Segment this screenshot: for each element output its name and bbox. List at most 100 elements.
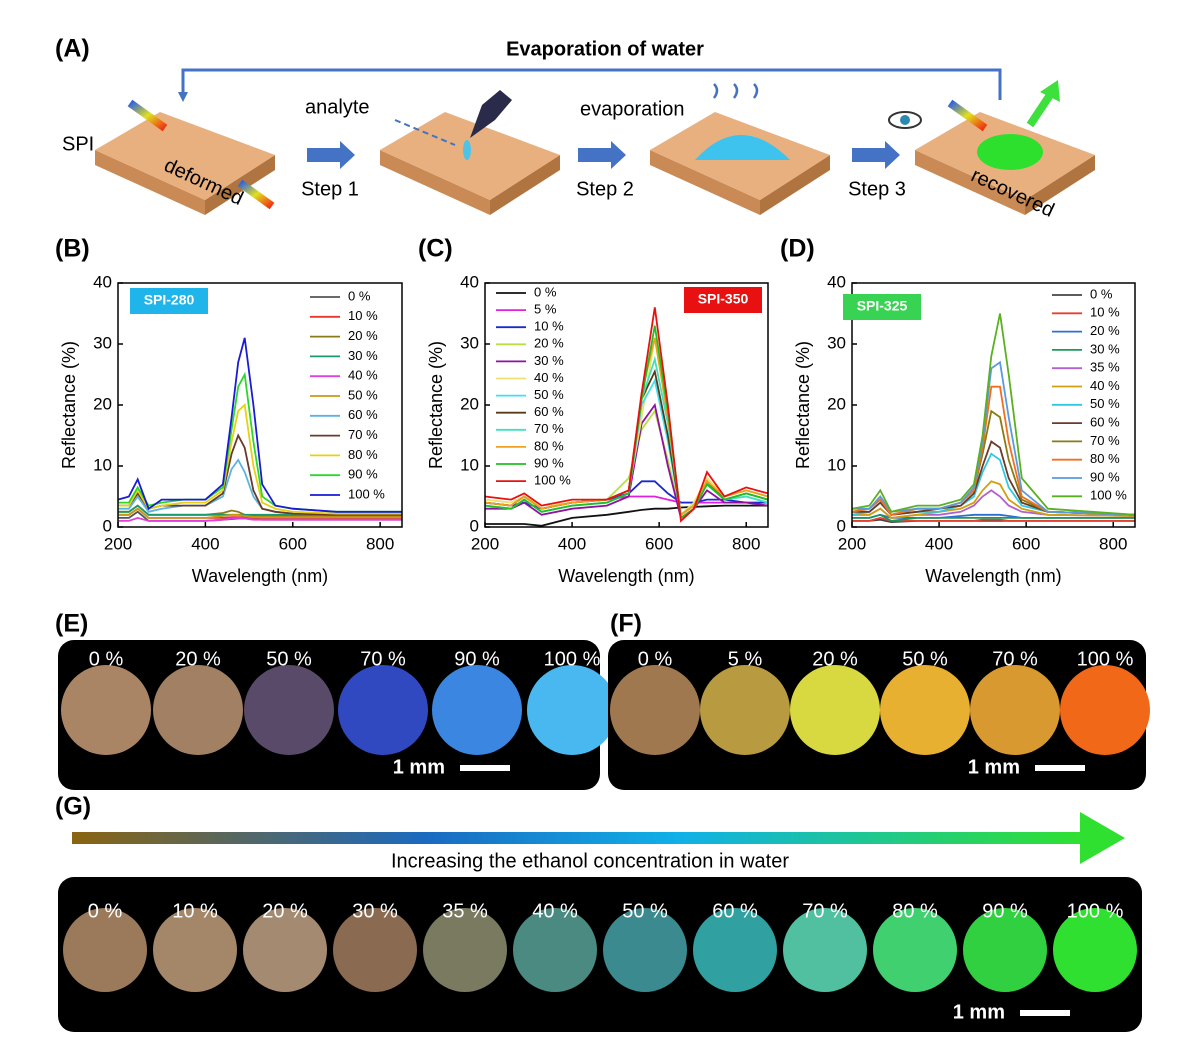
y-tick-label: 10 [827, 455, 846, 474]
sample-photo [603, 908, 687, 992]
sample-photo [423, 908, 507, 992]
sample-badge [130, 288, 208, 314]
spectrum-line [484, 325, 769, 520]
sample-photo [333, 908, 417, 992]
sample-photo [63, 908, 147, 992]
legend-label: 60 % [1090, 415, 1120, 430]
spectrum-line [852, 513, 1135, 522]
photo-label: 70 % [992, 648, 1038, 670]
sample-photo [880, 665, 970, 755]
photo-label: 60 % [712, 900, 758, 922]
legend-label: 50 % [348, 387, 378, 402]
legend-label: 70 % [534, 421, 564, 436]
spectrum-line [852, 440, 1136, 516]
panel-label: (F) [610, 610, 642, 638]
step-arrow [852, 141, 900, 169]
y-axis-label: Reflectance (%) [59, 341, 79, 469]
vapor [712, 83, 759, 99]
sample-photo [153, 908, 237, 992]
step-arrow [307, 141, 355, 169]
y-tick-label: 40 [460, 272, 479, 291]
photo-label: 70 % [802, 900, 848, 922]
legend-label: 10 % [348, 308, 378, 323]
legend-label: 30 % [348, 348, 378, 363]
sample-photo [790, 665, 880, 755]
arrowhead [1040, 80, 1060, 102]
scale-bar [1020, 1010, 1070, 1016]
photo-label: 70 % [360, 648, 406, 670]
x-axis-label: Wavelength (nm) [192, 566, 328, 586]
slab-side [760, 155, 830, 215]
panel-label: (G) [55, 793, 91, 821]
legend-label: 40 % [1090, 378, 1120, 393]
x-tick-label: 400 [558, 534, 586, 553]
legend-label: 90 % [1090, 469, 1120, 484]
caption: Increasing the ethanol concentration in … [391, 850, 789, 872]
y-tick-label: 30 [93, 333, 112, 352]
legend-label: 10 % [1090, 305, 1120, 320]
legend-label: 90 % [348, 467, 378, 482]
photo-label: 100 % [1077, 648, 1134, 670]
legend-label: 70 % [1090, 433, 1120, 448]
loop-arrowhead [178, 92, 188, 102]
legend-label: 100 % [534, 473, 571, 488]
sample-photo [513, 908, 597, 992]
legend-label: 10 % [534, 319, 564, 334]
x-tick-label: 600 [1012, 534, 1040, 553]
scale-label: 1 mm [393, 756, 445, 778]
droplet [695, 135, 790, 160]
y-tick-label: 20 [460, 394, 479, 413]
x-tick-label: 600 [279, 534, 307, 553]
legend-label: 20 % [1090, 323, 1120, 338]
spectrum-line [485, 504, 768, 527]
slab-side [650, 150, 760, 215]
y-tick-label: 40 [827, 272, 846, 291]
photo-label: 5 % [728, 648, 763, 670]
sample-photo [1053, 908, 1137, 992]
spectrum-line [851, 385, 1136, 516]
panel-label: (E) [55, 610, 88, 638]
spectrum-line [484, 307, 769, 523]
legend-label: 30 % [1090, 341, 1120, 356]
reflected-green [1026, 92, 1054, 128]
x-tick-label: 200 [104, 534, 132, 553]
sample-photo [338, 665, 428, 755]
spectrum-line [484, 337, 769, 517]
spectrum-line [118, 507, 402, 519]
x-tick-label: 800 [732, 534, 760, 553]
legend-label: 60 % [534, 404, 564, 419]
scale-label: 1 mm [968, 756, 1020, 778]
sample-photo [610, 665, 700, 755]
y-tick-label: 10 [93, 455, 112, 474]
photo-label: 100 % [544, 648, 601, 670]
sample-photo [970, 665, 1060, 755]
y-axis-label: Reflectance (%) [793, 341, 813, 469]
sample-photo [527, 665, 617, 755]
slab-top [95, 112, 275, 200]
sample-photo [700, 665, 790, 755]
legend-label: 50 % [1090, 396, 1120, 411]
sample-photo [243, 908, 327, 992]
legend-label: 90 % [534, 455, 564, 470]
evaporation-label: evaporation [580, 98, 685, 120]
loop-title: Evaporation of water [506, 38, 704, 60]
spectrum-line [852, 360, 1136, 516]
panel-label: (D) [780, 235, 815, 263]
analyte-label: analyte [305, 96, 370, 118]
legend-label: 80 % [1090, 451, 1120, 466]
y-axis-label: Reflectance (%) [426, 341, 446, 469]
y-tick-label: 40 [93, 272, 112, 291]
step-label: Step 2 [576, 178, 634, 200]
spectrum-line [118, 403, 402, 515]
sample-photo [783, 908, 867, 992]
photo-label: 10 % [172, 900, 218, 922]
slab-side [95, 150, 205, 215]
slab-side [915, 150, 1025, 215]
x-tick-label: 400 [925, 534, 953, 553]
incident-beam [127, 99, 168, 132]
x-tick-label: 800 [366, 534, 394, 553]
x-axis-label: Wavelength (nm) [558, 566, 694, 586]
photo-label: 20 % [175, 648, 221, 670]
slab-side [1025, 155, 1095, 215]
